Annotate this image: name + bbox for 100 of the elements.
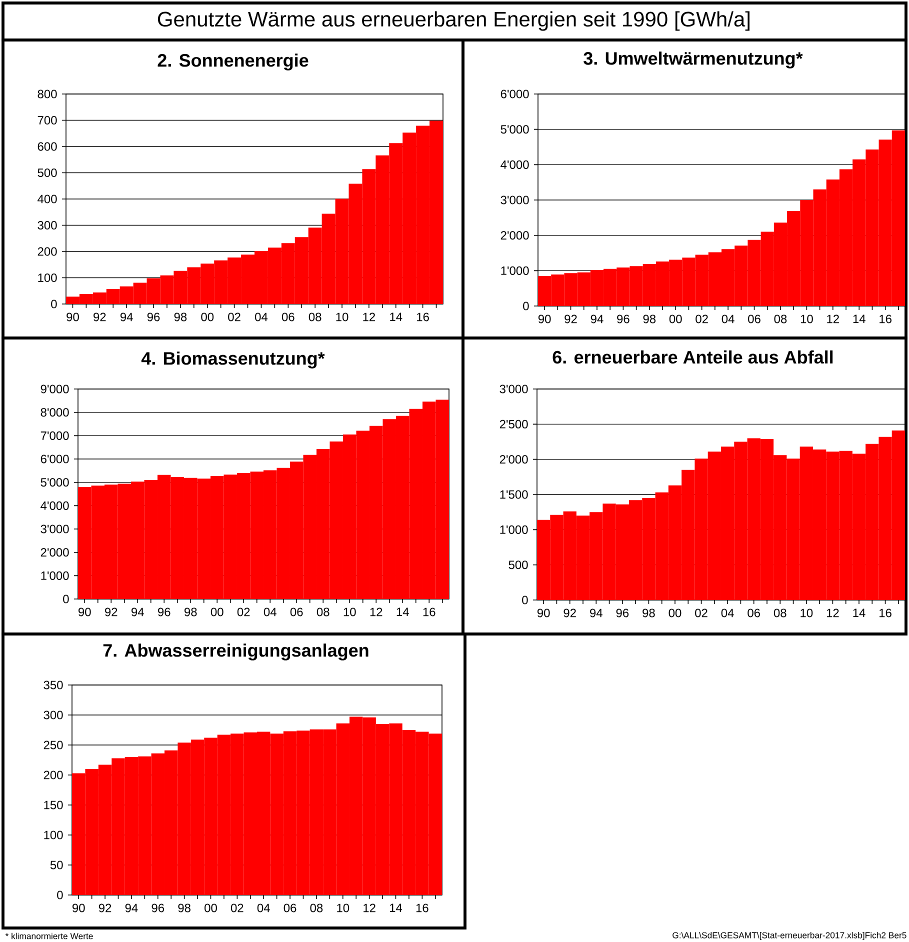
y-tick-label: 6'000 <box>500 90 529 98</box>
x-tick-label: 10 <box>337 904 350 912</box>
x-tick-label: 02 <box>228 312 240 322</box>
x-tick-label: 04 <box>264 608 276 616</box>
y-tick-label: 0 <box>523 302 529 310</box>
y-tick-label: 2'000 <box>500 231 529 240</box>
y-tick-label: 4'000 <box>500 160 529 169</box>
y-tick-label: 8'000 <box>40 408 69 417</box>
x-tick-label: 12 <box>370 608 382 616</box>
y-tick-label: 9'000 <box>40 384 69 394</box>
y-tick-label: 100 <box>44 830 63 840</box>
x-tick-label: 16 <box>880 608 892 618</box>
y-tick-label: 0 <box>63 594 69 604</box>
y-tick-label: 350 <box>44 680 63 690</box>
x-tick-label: 96 <box>147 312 160 322</box>
x-tick-label: 04 <box>255 312 268 322</box>
y-tick-label: 5'000 <box>40 478 69 487</box>
x-tick-label: 92 <box>564 314 577 324</box>
x-tick-label: 02 <box>237 608 250 616</box>
x-tick-label: 02 <box>695 608 708 618</box>
x-tick-label: 04 <box>721 608 734 618</box>
x-tick-label: 06 <box>748 608 760 618</box>
y-tick-label: 0 <box>522 596 528 604</box>
x-tick-label: 12 <box>827 314 839 324</box>
x-tick-label: 16 <box>417 312 429 322</box>
x-tick-label: 16 <box>416 904 428 912</box>
x-tick-label: 08 <box>774 314 787 324</box>
x-tick-label: 98 <box>184 608 197 616</box>
y-tick-label: 200 <box>44 770 63 780</box>
y-tick-label: 150 <box>44 800 63 810</box>
x-tick-label: 98 <box>174 312 187 322</box>
y-tick-label: 500 <box>38 168 57 178</box>
x-tick-label: 00 <box>669 314 682 324</box>
x-tick-label: 00 <box>210 608 224 616</box>
text: Genutzte Wärme aus erneuerbaren Energien seit 1990 [GWh/a] <box>158 11 750 31</box>
x-tick-label: 10 <box>344 608 356 616</box>
y-tick-label: 200 <box>38 247 57 256</box>
y-tick-label: 1'000 <box>500 525 528 534</box>
x-tick-label: 10 <box>800 608 813 618</box>
x-tick-label: 02 <box>696 314 708 324</box>
x-tick-label: 98 <box>178 904 190 912</box>
x-tick-label: 04 <box>722 314 734 324</box>
y-tick-label: 2'500 <box>500 420 528 428</box>
y-tick-label: 5'000 <box>500 125 529 134</box>
y-tick-label: 0 <box>57 890 63 900</box>
x-tick-label: 92 <box>564 608 576 618</box>
x-tick-label: 92 <box>105 608 118 616</box>
x-tick-label: 08 <box>308 312 322 322</box>
x-tick-label: 96 <box>616 608 629 618</box>
x-tick-label: 98 <box>642 608 655 618</box>
x-tick-label: 12 <box>363 312 376 322</box>
y-tick-label: 600 <box>38 142 57 151</box>
y-tick-label: 800 <box>38 90 57 98</box>
x-tick-label: 94 <box>120 312 133 322</box>
y-tick-label: 700 <box>38 116 57 125</box>
x-tick-label: 14 <box>853 314 866 323</box>
y-tick-label: 3'000 <box>40 524 69 534</box>
x-tick-label: 02 <box>230 904 244 912</box>
x-tick-label: 10 <box>336 312 348 322</box>
y-tick-label: 2'000 <box>40 548 69 557</box>
chart-title: 4. Biomassenutzung* <box>141 352 325 368</box>
chart-title: 2. Sonnenenergie <box>158 54 308 70</box>
x-tick-label: 90 <box>537 608 550 618</box>
x-tick-label: 92 <box>94 312 106 322</box>
x-tick-label: 96 <box>617 314 630 324</box>
x-tick-label: 90 <box>72 904 85 912</box>
y-tick-label: 1'000 <box>41 571 69 580</box>
y-tick-label: 100 <box>38 274 57 282</box>
x-tick-label: 08 <box>310 904 323 912</box>
y-tick-label: 1'500 <box>500 490 528 499</box>
text: * klimanormierte Werte <box>5 932 93 940</box>
y-tick-label: 50 <box>50 860 63 870</box>
x-tick-label: 14 <box>853 608 866 617</box>
x-tick-label: 06 <box>284 904 296 912</box>
y-tick-label: 300 <box>44 710 63 720</box>
x-tick-label: 12 <box>826 608 839 618</box>
y-tick-label: 300 <box>38 221 57 230</box>
chart-title: 6. erneuerbare Anteile aus Abfall <box>552 350 833 364</box>
x-tick-label: 06 <box>290 608 303 616</box>
x-tick-label: 00 <box>668 608 682 618</box>
x-tick-label: 94 <box>125 904 138 912</box>
x-tick-label: 04 <box>257 904 270 912</box>
x-tick-label: 06 <box>748 314 760 324</box>
y-tick-label: 0 <box>51 300 57 308</box>
y-tick-label: 500 <box>508 560 528 570</box>
x-tick-label: 94 <box>132 608 144 616</box>
y-tick-label: 3'000 <box>500 384 528 394</box>
x-tick-label: 94 <box>590 314 604 324</box>
x-tick-label: 10 <box>800 314 813 324</box>
y-tick-label: 1'000 <box>501 266 529 275</box>
x-tick-label: 16 <box>880 314 892 324</box>
x-tick-label: 14 <box>396 608 409 616</box>
text: G:\ALL\SdE\GESAMT\[Stat-erneuerbar-2017.xlsb]Fich2 Ber5 <box>672 932 906 940</box>
x-tick-label: 90 <box>78 608 91 616</box>
x-tick-label: 94 <box>590 608 602 618</box>
x-tick-label: 08 <box>316 608 330 616</box>
y-tick-label: 6'000 <box>40 454 69 464</box>
x-tick-label: 12 <box>364 904 376 912</box>
x-tick-label: 16 <box>423 608 436 616</box>
y-tick-label: 3'000 <box>500 196 529 204</box>
